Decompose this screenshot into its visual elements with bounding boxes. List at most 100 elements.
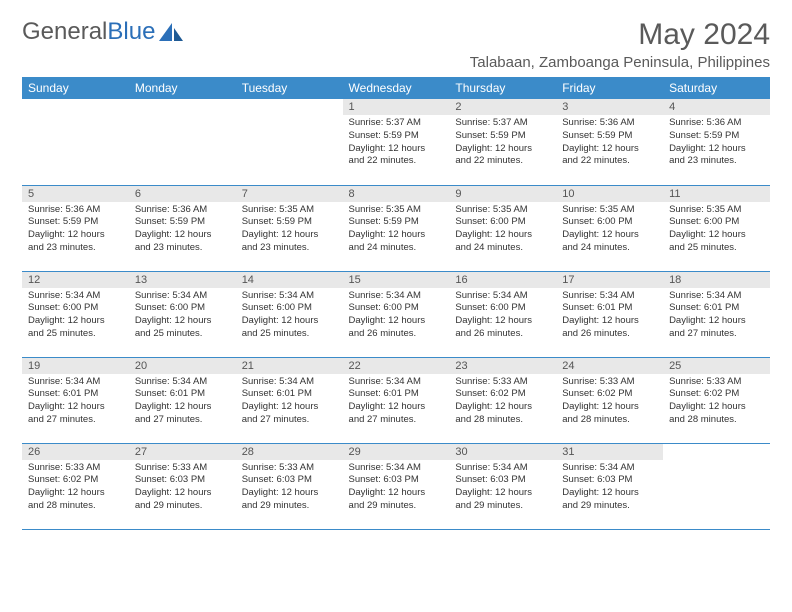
day-number: 11 [663, 186, 770, 202]
daylight-line: Daylight: 12 hours and 23 minutes. [135, 229, 230, 255]
day-content: Sunrise: 5:34 AMSunset: 6:03 PMDaylight:… [343, 460, 450, 517]
sunrise-line: Sunrise: 5:34 AM [349, 462, 444, 475]
day-number: 14 [236, 272, 343, 288]
sunrise-line: Sunrise: 5:36 AM [135, 204, 230, 217]
sunset-line: Sunset: 5:59 PM [455, 130, 550, 143]
day-content: Sunrise: 5:34 AMSunset: 6:00 PMDaylight:… [22, 288, 129, 345]
sunrise-line: Sunrise: 5:37 AM [455, 117, 550, 130]
calendar-cell: 7Sunrise: 5:35 AMSunset: 5:59 PMDaylight… [236, 185, 343, 271]
day-content: Sunrise: 5:35 AMSunset: 6:00 PMDaylight:… [449, 202, 556, 259]
day-number: 10 [556, 186, 663, 202]
day-content: Sunrise: 5:34 AMSunset: 6:01 PMDaylight:… [556, 288, 663, 345]
weekday-header: Thursday [449, 77, 556, 99]
daylight-line: Daylight: 12 hours and 25 minutes. [242, 315, 337, 341]
calendar-week-row: 1Sunrise: 5:37 AMSunset: 5:59 PMDaylight… [22, 99, 770, 185]
sunset-line: Sunset: 5:59 PM [669, 130, 764, 143]
calendar-cell: 4Sunrise: 5:36 AMSunset: 5:59 PMDaylight… [663, 99, 770, 185]
sunrise-line: Sunrise: 5:33 AM [28, 462, 123, 475]
location-subtitle: Talabaan, Zamboanga Peninsula, Philippin… [470, 54, 770, 71]
weekday-header: Tuesday [236, 77, 343, 99]
page-header: GeneralBlue May 2024 Talabaan, Zamboanga… [22, 18, 770, 71]
calendar-table: SundayMondayTuesdayWednesdayThursdayFrid… [22, 77, 770, 530]
sunset-line: Sunset: 6:01 PM [135, 388, 230, 401]
sunrise-line: Sunrise: 5:34 AM [669, 290, 764, 303]
daylight-line: Daylight: 12 hours and 22 minutes. [562, 143, 657, 169]
sunrise-line: Sunrise: 5:35 AM [562, 204, 657, 217]
sunrise-line: Sunrise: 5:33 AM [135, 462, 230, 475]
calendar-cell: 11Sunrise: 5:35 AMSunset: 6:00 PMDayligh… [663, 185, 770, 271]
day-number: 6 [129, 186, 236, 202]
day-number: 23 [449, 358, 556, 374]
daylight-line: Daylight: 12 hours and 26 minutes. [349, 315, 444, 341]
day-content: Sunrise: 5:37 AMSunset: 5:59 PMDaylight:… [343, 115, 450, 172]
calendar-cell: 26Sunrise: 5:33 AMSunset: 6:02 PMDayligh… [22, 443, 129, 529]
sunset-line: Sunset: 5:59 PM [135, 216, 230, 229]
day-number: 8 [343, 186, 450, 202]
sunset-line: Sunset: 6:00 PM [28, 302, 123, 315]
day-content: Sunrise: 5:36 AMSunset: 5:59 PMDaylight:… [663, 115, 770, 172]
calendar-cell: 29Sunrise: 5:34 AMSunset: 6:03 PMDayligh… [343, 443, 450, 529]
calendar-week-row: 19Sunrise: 5:34 AMSunset: 6:01 PMDayligh… [22, 357, 770, 443]
day-content: Sunrise: 5:34 AMSunset: 6:01 PMDaylight:… [22, 374, 129, 431]
weekday-header: Monday [129, 77, 236, 99]
sunrise-line: Sunrise: 5:34 AM [242, 290, 337, 303]
daylight-line: Daylight: 12 hours and 29 minutes. [455, 487, 550, 513]
sunset-line: Sunset: 6:02 PM [562, 388, 657, 401]
daylight-line: Daylight: 12 hours and 27 minutes. [135, 401, 230, 427]
sunrise-line: Sunrise: 5:34 AM [242, 376, 337, 389]
sunrise-line: Sunrise: 5:36 AM [669, 117, 764, 130]
sunset-line: Sunset: 5:59 PM [28, 216, 123, 229]
day-content: Sunrise: 5:35 AMSunset: 5:59 PMDaylight:… [343, 202, 450, 259]
sunset-line: Sunset: 6:01 PM [349, 388, 444, 401]
sunrise-line: Sunrise: 5:35 AM [455, 204, 550, 217]
logo-text-general: General [22, 18, 107, 46]
calendar-cell: 16Sunrise: 5:34 AMSunset: 6:00 PMDayligh… [449, 271, 556, 357]
sunset-line: Sunset: 6:01 PM [28, 388, 123, 401]
day-number: 27 [129, 444, 236, 460]
calendar-cell: 9Sunrise: 5:35 AMSunset: 6:00 PMDaylight… [449, 185, 556, 271]
month-title: May 2024 [470, 18, 770, 52]
calendar-cell [22, 99, 129, 185]
sunrise-line: Sunrise: 5:34 AM [562, 462, 657, 475]
day-content: Sunrise: 5:34 AMSunset: 6:01 PMDaylight:… [236, 374, 343, 431]
sunset-line: Sunset: 6:00 PM [135, 302, 230, 315]
day-content: Sunrise: 5:36 AMSunset: 5:59 PMDaylight:… [22, 202, 129, 259]
calendar-cell: 17Sunrise: 5:34 AMSunset: 6:01 PMDayligh… [556, 271, 663, 357]
day-number: 13 [129, 272, 236, 288]
day-number: 31 [556, 444, 663, 460]
daylight-line: Daylight: 12 hours and 24 minutes. [562, 229, 657, 255]
daylight-line: Daylight: 12 hours and 23 minutes. [669, 143, 764, 169]
day-number: 26 [22, 444, 129, 460]
day-content: Sunrise: 5:34 AMSunset: 6:03 PMDaylight:… [556, 460, 663, 517]
daylight-line: Daylight: 12 hours and 26 minutes. [455, 315, 550, 341]
day-number: 28 [236, 444, 343, 460]
sunrise-line: Sunrise: 5:35 AM [349, 204, 444, 217]
day-content: Sunrise: 5:33 AMSunset: 6:02 PMDaylight:… [22, 460, 129, 517]
sunset-line: Sunset: 6:00 PM [455, 302, 550, 315]
calendar-cell: 1Sunrise: 5:37 AMSunset: 5:59 PMDaylight… [343, 99, 450, 185]
daylight-line: Daylight: 12 hours and 28 minutes. [455, 401, 550, 427]
day-number: 4 [663, 99, 770, 115]
day-number: 9 [449, 186, 556, 202]
sunrise-line: Sunrise: 5:34 AM [135, 290, 230, 303]
sunrise-line: Sunrise: 5:34 AM [28, 376, 123, 389]
day-number: 22 [343, 358, 450, 374]
day-number: 21 [236, 358, 343, 374]
sunrise-line: Sunrise: 5:35 AM [242, 204, 337, 217]
calendar-cell [129, 99, 236, 185]
calendar-week-row: 5Sunrise: 5:36 AMSunset: 5:59 PMDaylight… [22, 185, 770, 271]
calendar-body: 1Sunrise: 5:37 AMSunset: 5:59 PMDaylight… [22, 99, 770, 529]
daylight-line: Daylight: 12 hours and 22 minutes. [455, 143, 550, 169]
sunset-line: Sunset: 6:03 PM [135, 474, 230, 487]
sunrise-line: Sunrise: 5:34 AM [349, 376, 444, 389]
day-content: Sunrise: 5:34 AMSunset: 6:01 PMDaylight:… [129, 374, 236, 431]
calendar-cell: 3Sunrise: 5:36 AMSunset: 5:59 PMDaylight… [556, 99, 663, 185]
daylight-line: Daylight: 12 hours and 23 minutes. [28, 229, 123, 255]
calendar-cell: 6Sunrise: 5:36 AMSunset: 5:59 PMDaylight… [129, 185, 236, 271]
daylight-line: Daylight: 12 hours and 28 minutes. [562, 401, 657, 427]
sunset-line: Sunset: 6:00 PM [562, 216, 657, 229]
day-content: Sunrise: 5:36 AMSunset: 5:59 PMDaylight:… [129, 202, 236, 259]
day-number: 18 [663, 272, 770, 288]
calendar-cell: 23Sunrise: 5:33 AMSunset: 6:02 PMDayligh… [449, 357, 556, 443]
sunset-line: Sunset: 6:00 PM [349, 302, 444, 315]
